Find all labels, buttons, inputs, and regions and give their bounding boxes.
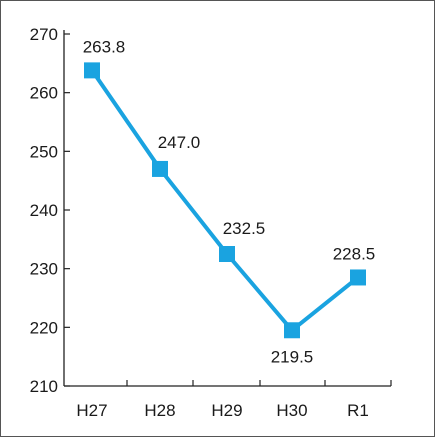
data-point-marker [219, 246, 235, 262]
data-label: 232.5 [223, 219, 266, 238]
x-tick-label: R1 [347, 401, 369, 420]
x-tick-label: H27 [76, 401, 107, 420]
data-point-marker [84, 62, 100, 79]
data-label: 228.5 [333, 244, 376, 263]
x-tick-label: H30 [276, 401, 307, 420]
y-tick-label: 210 [30, 377, 58, 396]
data-point-marker [152, 160, 168, 177]
data-label: 263.8 [83, 37, 126, 56]
y-tick-label: 240 [30, 201, 58, 220]
x-tick-label: H28 [144, 401, 175, 420]
x-tick-label: H29 [211, 401, 242, 420]
y-tick-label: 230 [30, 260, 58, 279]
y-tick-label: 270 [30, 25, 58, 44]
data-point-marker [284, 322, 300, 339]
data-point-marker [350, 269, 366, 286]
data-label: 247.0 [158, 133, 201, 152]
data-label: 219.5 [271, 347, 314, 366]
y-tick-label: 260 [30, 84, 58, 103]
y-tick-label: 220 [30, 318, 58, 337]
y-tick-label: 250 [30, 142, 58, 161]
series-line [90, 69, 360, 333]
